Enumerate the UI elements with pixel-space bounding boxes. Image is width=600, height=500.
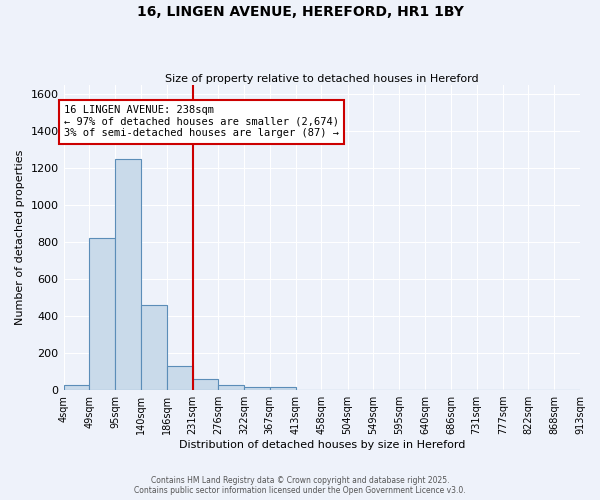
Bar (141, 305, 167, 390)
X-axis label: Distribution of detached houses by size in Hereford: Distribution of detached houses by size … (179, 440, 465, 450)
Bar (115, 159, 141, 390)
Bar (167, 366, 193, 390)
Y-axis label: Number of detached properties: Number of detached properties (15, 150, 25, 325)
Title: Size of property relative to detached houses in Hereford: Size of property relative to detached ho… (165, 74, 479, 84)
Bar (89, 238, 115, 390)
Text: Contains HM Land Registry data © Crown copyright and database right 2025.
Contai: Contains HM Land Registry data © Crown c… (134, 476, 466, 495)
Text: 16, LINGEN AVENUE, HEREFORD, HR1 1BY: 16, LINGEN AVENUE, HEREFORD, HR1 1BY (137, 5, 463, 19)
Bar (270, 388, 296, 390)
Bar (193, 379, 218, 390)
Bar (218, 386, 244, 390)
Bar (244, 388, 270, 390)
Bar (64, 386, 89, 390)
Text: 16 LINGEN AVENUE: 238sqm
← 97% of detached houses are smaller (2,674)
3% of semi: 16 LINGEN AVENUE: 238sqm ← 97% of detach… (64, 105, 339, 138)
